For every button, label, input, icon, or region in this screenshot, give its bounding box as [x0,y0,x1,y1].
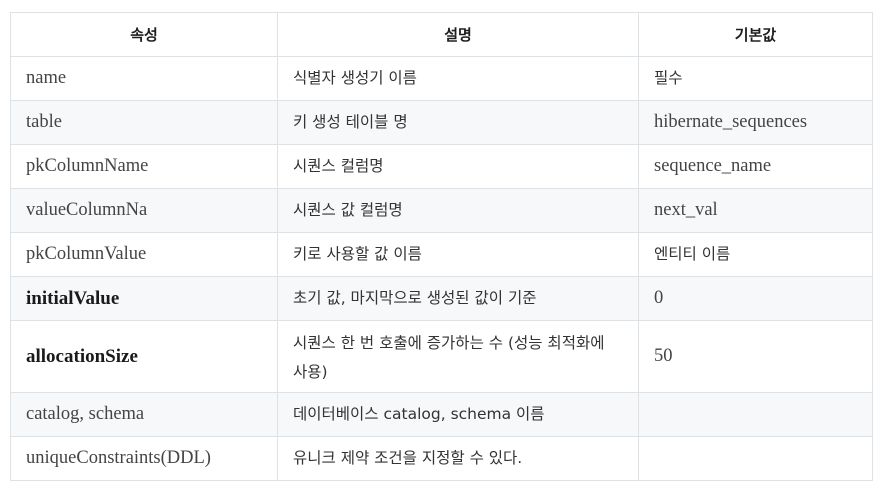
attribute-cell: catalog, schema [10,392,278,437]
default-cell [638,436,873,481]
table-row: valueColumnNa 시퀀스 값 컬럼명 next_val [10,188,873,233]
default-cell: 필수 [638,56,873,101]
table-row: pkColumnName 시퀀스 컬럼명 sequence_name [10,144,873,189]
table-row: allocationSize 시퀀스 한 번 호출에 증가하는 수 (성능 최적… [10,320,873,393]
table-row: table 키 생성 테이블 명 hibernate_sequences [10,100,873,145]
description-cell: 시퀀스 컬럼명 [277,144,639,189]
description-cell: 시퀀스 값 컬럼명 [277,188,639,233]
table-row: catalog, schema 데이터베이스 catalog, schema 이… [10,392,873,437]
description-cell: 데이터베이스 catalog, schema 이름 [277,392,639,437]
table-generator-attributes-table: 속성 설명 기본값 name 식별자 생성기 이름 필수 table 키 생성 … [10,12,873,481]
table-header: 속성 설명 기본값 [10,12,873,57]
table-row: uniqueConstraints(DDL) 유니크 제약 조건을 지정할 수 … [10,436,873,481]
description-cell: 키 생성 테이블 명 [277,100,639,145]
attributes-table: 속성 설명 기본값 name 식별자 생성기 이름 필수 table 키 생성 … [10,12,873,481]
description-cell: 키로 사용할 값 이름 [277,232,639,277]
header-row: 속성 설명 기본값 [10,12,873,57]
default-cell: next_val [638,188,873,233]
attribute-cell: uniqueConstraints(DDL) [10,436,278,481]
table-row: initialValue 초기 값, 마지막으로 생성된 값이 기준 0 [10,276,873,321]
attribute-cell: pkColumnName [10,144,278,189]
header-attribute: 속성 [10,12,278,57]
attribute-cell: allocationSize [10,320,278,393]
attribute-cell: table [10,100,278,145]
attribute-cell: pkColumnValue [10,232,278,277]
header-description: 설명 [277,12,639,57]
attribute-cell: valueColumnNa [10,188,278,233]
description-cell: 식별자 생성기 이름 [277,56,639,101]
table-row: pkColumnValue 키로 사용할 값 이름 엔티티 이름 [10,232,873,277]
table-row: name 식별자 생성기 이름 필수 [10,56,873,101]
description-cell: 유니크 제약 조건을 지정할 수 있다. [277,436,639,481]
attribute-cell: initialValue [10,276,278,321]
default-cell: 0 [638,276,873,321]
default-cell: 엔티티 이름 [638,232,873,277]
table-body: name 식별자 생성기 이름 필수 table 키 생성 테이블 명 hibe… [10,56,873,481]
description-cell: 초기 값, 마지막으로 생성된 값이 기준 [277,276,639,321]
default-cell: hibernate_sequences [638,100,873,145]
attribute-cell: name [10,56,278,101]
default-cell [638,392,873,437]
header-default: 기본값 [638,12,873,57]
default-cell: 50 [638,320,873,393]
default-cell: sequence_name [638,144,873,189]
description-cell: 시퀀스 한 번 호출에 증가하는 수 (성능 최적화에 사용) [277,320,639,393]
description-text: 시퀀스 한 번 호출에 증가하는 수 (성능 최적화에 사용) [293,333,605,381]
